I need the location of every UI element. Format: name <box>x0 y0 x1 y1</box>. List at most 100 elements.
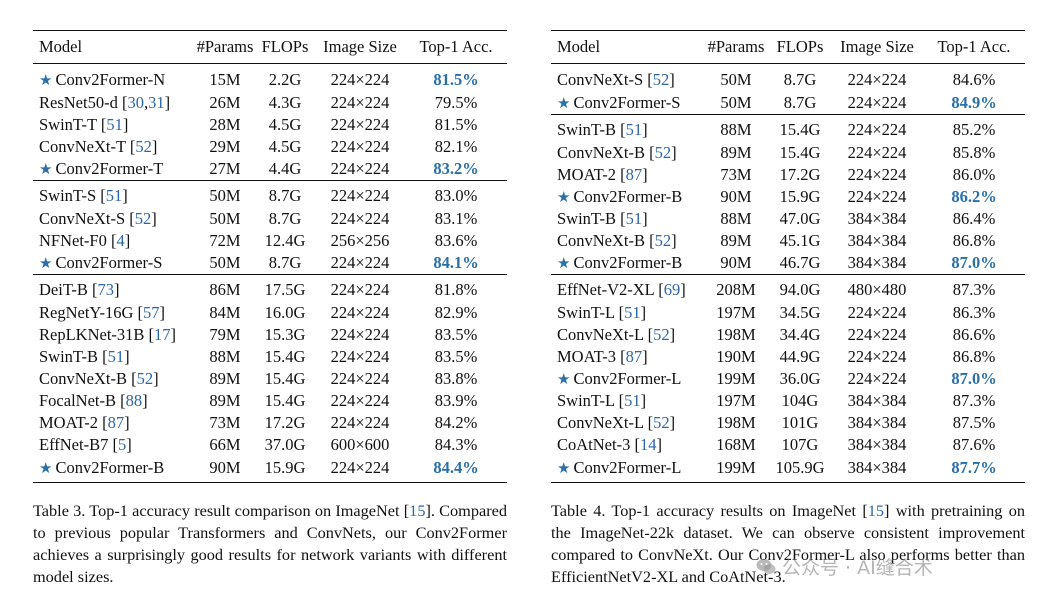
top1-acc-cell: 87.3% <box>923 274 1025 302</box>
top1-acc-cell: 86.3% <box>952 303 996 322</box>
image-size-cell: 224×224 <box>330 303 390 322</box>
image-size-cell: 224×224 <box>847 325 907 344</box>
params-cell: 86M <box>195 274 255 302</box>
params-cell: 29M <box>209 137 241 156</box>
params-cell: 198M <box>716 325 756 344</box>
flops-cell: 15.4G <box>264 369 306 388</box>
image-size-cell: 224×224 <box>330 137 390 156</box>
citation-link[interactable]: 51 <box>625 120 643 139</box>
model-cell: SwinT-T [51] <box>39 115 129 134</box>
params-cell: 89M <box>720 231 752 250</box>
citation-link[interactable]: 87 <box>625 347 643 366</box>
header-top1-acc: Top-1 Acc. <box>923 30 1025 64</box>
model-cell: ★ Conv2Former-L <box>551 368 703 390</box>
model-cell: ConvNeXt-S [52] <box>557 70 675 89</box>
flops-cell: 44.9G <box>779 347 821 366</box>
model-name: SwinT-B <box>557 120 616 139</box>
model-cell: DeiT-B [73] <box>33 274 195 302</box>
citation-link[interactable]: 88 <box>125 391 143 410</box>
params-cell: 88M <box>209 347 241 366</box>
params-cell: 168M <box>716 435 756 454</box>
citation-link[interactable]: 52 <box>135 137 152 156</box>
citation-link[interactable]: 52 <box>652 70 670 89</box>
citation-link[interactable]: 51 <box>625 209 643 228</box>
citation-link[interactable]: 52 <box>654 143 672 162</box>
flops-cell: 12.4G <box>264 231 306 250</box>
citation-link[interactable]: 52 <box>134 209 152 228</box>
flops-cell: 47.0G <box>779 209 821 228</box>
citation-link[interactable]: 52 <box>136 369 154 388</box>
top1-acc-cell: 86.0% <box>952 165 996 184</box>
citation-link[interactable]: 4 <box>116 231 125 250</box>
model-cell: ★ Conv2Former-T <box>33 158 195 181</box>
top1-acc-cell: 87.7% <box>923 456 1025 483</box>
citation-link[interactable]: 51 <box>107 347 125 366</box>
citation-link[interactable]: 51 <box>105 186 123 205</box>
image-size-cell: 224×224 <box>831 114 923 142</box>
table-row: ConvNeXt-B [52] 89M 15.4G 224×224 85.8% <box>551 142 1025 164</box>
model-name: SwinT-S <box>39 186 97 205</box>
citation-link[interactable]: 87 <box>107 413 125 432</box>
flops-cell: 16.0G <box>264 303 306 322</box>
model-name: Conv2Former-L <box>573 369 682 388</box>
flops-cell: 15.9G <box>779 187 821 206</box>
table-row: SwinT-S [51] 50M 8.7G 224×224 83.0% <box>33 180 507 208</box>
citation-link[interactable]: 14 <box>639 435 657 454</box>
flops-cell: 15.4G <box>264 347 306 366</box>
citation-link[interactable]: 51 <box>624 303 641 322</box>
params-cell: 89M <box>209 391 241 410</box>
model-cell: RepLKNet-31B [17] <box>39 325 177 344</box>
citation-link[interactable]: 15 <box>867 501 885 520</box>
top1-acc-cell: 87.6% <box>952 435 996 454</box>
model-cell: MOAT-2 [87] <box>39 413 130 432</box>
star-icon: ★ <box>39 461 53 477</box>
params-cell: 73M <box>720 165 752 184</box>
citation-link[interactable]: 57 <box>143 303 160 322</box>
top1-acc-cell: 87.5% <box>952 413 996 432</box>
top1-acc-cell: 82.9% <box>434 303 478 322</box>
image-size-cell: 224×224 <box>330 209 390 228</box>
citation-link[interactable]: 52 <box>654 231 672 250</box>
flops-cell: 34.5G <box>779 303 821 322</box>
citation-link[interactable]: 52 <box>653 413 670 432</box>
model-name: Conv2Former-N <box>55 70 166 89</box>
citation-link[interactable]: 73 <box>97 280 115 299</box>
model-name: ConvNeXt-B <box>557 143 645 162</box>
table-row: NFNet-F0 [4] 72M 12.4G 256×256 83.6% <box>33 230 507 252</box>
image-size-cell: 384×384 <box>847 391 907 410</box>
citation-link[interactable]: 30 <box>127 93 144 112</box>
table-row: RegNetY-16G [57] 84M 16.0G 224×224 82.9% <box>33 302 507 324</box>
top1-acc-cell: 84.6% <box>952 70 996 89</box>
model-name: DeiT-B <box>39 280 88 299</box>
table-4-header-row: Model #Params FLOPs Image Size Top-1 Acc… <box>551 30 1025 64</box>
header-params: #Params <box>195 30 255 64</box>
params-cell: 88M <box>703 114 769 142</box>
model-cell: SwinT-B [51] <box>557 209 648 228</box>
header-flops: FLOPs <box>255 30 315 64</box>
row-group: SwinT-B [51] 88M 15.4G 224×224 85.2% ConvNeXt… <box>551 114 1025 275</box>
table-row: MOAT-2 [87] 73M 17.2G 224×224 84.2% <box>33 412 507 434</box>
model-name: MOAT-2 <box>557 165 616 184</box>
citation-link[interactable]: 51 <box>106 115 123 134</box>
citation-link[interactable]: 17 <box>154 325 171 344</box>
top1-acc-cell: 83.6% <box>434 231 478 250</box>
citation-link[interactable]: 31 <box>148 93 165 112</box>
citation-link[interactable]: 69 <box>663 280 681 299</box>
model-cell: ★ Conv2Former-N <box>33 64 195 93</box>
table-row: ★ Conv2Former-S 50M 8.7G 224×224 84.9% <box>551 92 1025 115</box>
image-size-cell: 600×600 <box>330 435 390 454</box>
citation-link[interactable]: 52 <box>653 325 670 344</box>
model-cell: ConvNeXt-B [52] <box>557 231 677 250</box>
params-cell: 50M <box>720 70 752 89</box>
citation-link[interactable]: 15 <box>409 501 426 520</box>
image-size-cell: 224×224 <box>847 143 907 162</box>
params-cell: 90M <box>720 187 752 206</box>
citation-link[interactable]: 5 <box>117 435 127 454</box>
model-cell: ConvNeXt-L [52] <box>557 325 676 344</box>
image-size-cell: 224×224 <box>330 93 390 112</box>
model-name: ConvNeXt-B <box>39 369 127 388</box>
citation-link[interactable]: 87 <box>625 165 643 184</box>
header-model: Model <box>551 30 703 64</box>
star-icon: ★ <box>557 256 571 272</box>
citation-link[interactable]: 51 <box>624 391 641 410</box>
